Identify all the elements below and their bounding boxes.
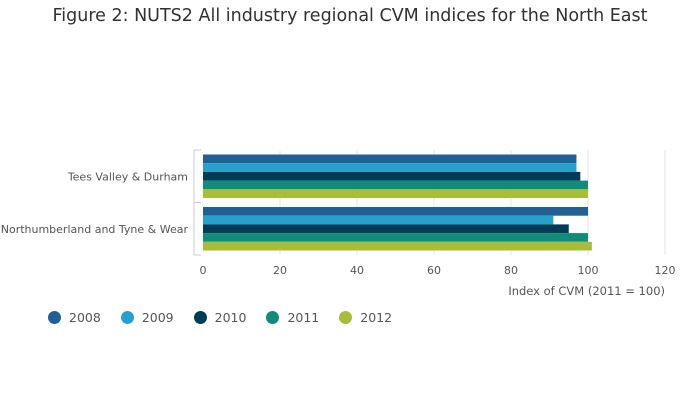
x-tick-label: 80 xyxy=(504,264,518,277)
legend-swatch xyxy=(48,311,61,324)
bar-2009-northumberland[interactable] xyxy=(203,215,554,225)
legend-item-2012[interactable]: 2012 xyxy=(339,310,392,325)
legend-item-2010[interactable]: 2010 xyxy=(193,310,247,325)
legend-swatch xyxy=(120,311,134,324)
legend: 2008 2009 2010 2011 2012 xyxy=(48,310,412,325)
legend-swatch xyxy=(266,311,280,324)
legend-label: 2010 xyxy=(214,310,247,325)
bar-2011-tees-valley[interactable] xyxy=(203,180,588,190)
bars xyxy=(203,154,592,251)
chart-title: Figure 2: NUTS2 All industry regional CV… xyxy=(52,6,648,26)
bar-2008-tees-valley[interactable] xyxy=(203,154,577,164)
legend-label: 2012 xyxy=(360,310,393,325)
bar-2012-tees-valley[interactable] xyxy=(203,189,588,198)
x-tick-label: 0 xyxy=(200,264,207,277)
legend-item-2011[interactable]: 2011 xyxy=(266,310,319,325)
legend-label: 2009 xyxy=(141,310,174,325)
x-tick-label: 40 xyxy=(350,264,364,277)
x-axis-title: Index of CVM (2011 = 100) xyxy=(508,284,665,298)
x-tick-label: 60 xyxy=(427,264,441,277)
legend-label: 2011 xyxy=(287,310,320,325)
x-tick-label: 120 xyxy=(655,264,676,277)
category-label: Tees Valley & Durham xyxy=(67,170,188,183)
legend-label: 2008 xyxy=(69,310,101,325)
legend-swatch xyxy=(339,311,353,324)
category-labels: Tees Valley & Durham Northumberland and T… xyxy=(1,170,189,236)
x-tick-label: 20 xyxy=(273,264,287,277)
bar-2011-northumberland[interactable] xyxy=(203,233,588,242)
bar-2009-tees-valley[interactable] xyxy=(203,163,577,172)
x-tick-labels: 0 20 40 60 80 100 120 xyxy=(200,264,676,277)
legend-item-2009[interactable]: 2009 xyxy=(120,310,174,325)
legend-item-2008[interactable]: 2008 xyxy=(48,310,101,325)
bar-2010-northumberland[interactable] xyxy=(203,224,569,234)
category-label: Northumberland and Tyne & Wear xyxy=(1,223,189,236)
legend-swatch xyxy=(193,311,207,324)
bar-2008-northumberland[interactable] xyxy=(203,207,588,216)
bar-2010-tees-valley[interactable] xyxy=(203,171,581,181)
x-tick-label: 100 xyxy=(578,264,599,277)
bar-2012-northumberland[interactable] xyxy=(203,241,592,251)
